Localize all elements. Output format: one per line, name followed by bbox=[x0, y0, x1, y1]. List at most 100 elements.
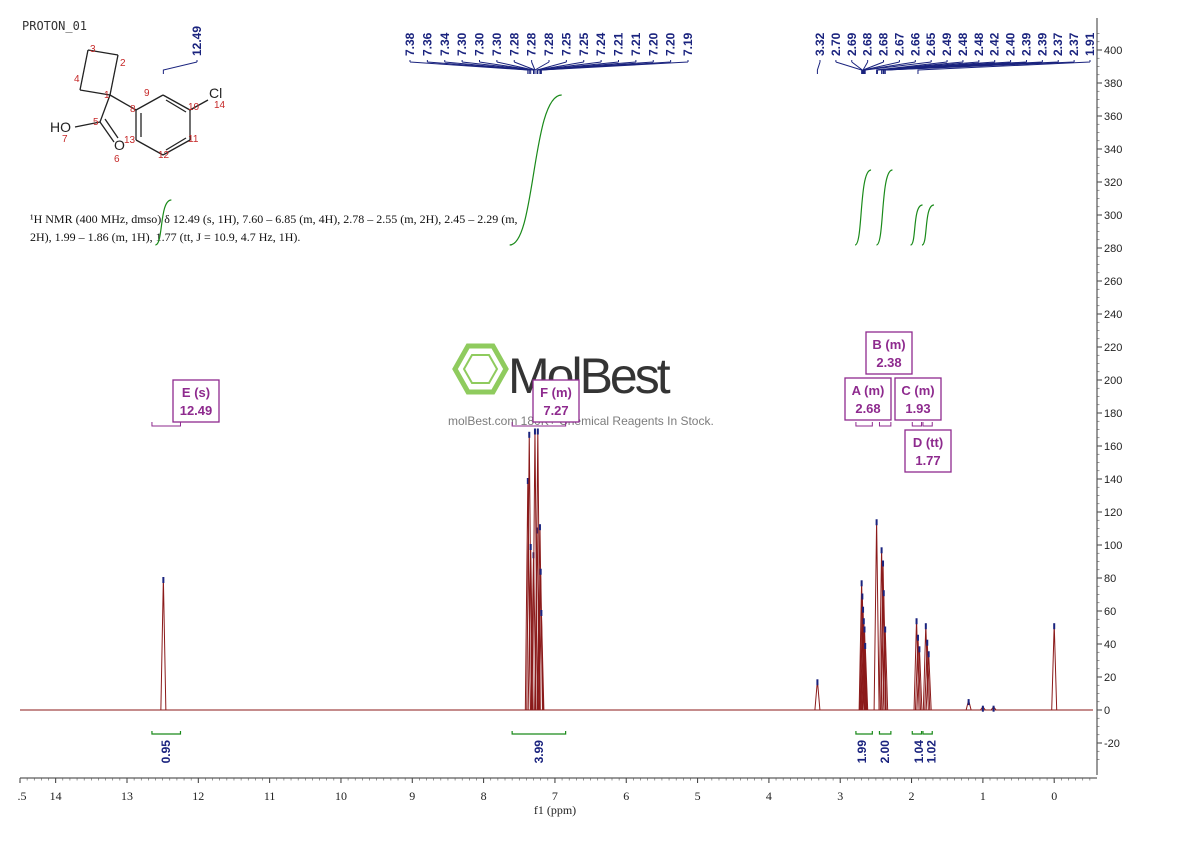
peak-marker bbox=[918, 646, 921, 653]
peak-label-aromatic-label: 7.28 bbox=[542, 32, 556, 56]
peak-label-aliphatic-label: 2.48 bbox=[972, 32, 986, 56]
atom-label: 11 bbox=[188, 134, 199, 145]
atom-label: 1 bbox=[104, 90, 110, 101]
atom-label: 4 bbox=[74, 74, 80, 85]
peak-label-aromatic-line bbox=[540, 60, 689, 74]
integral-curve bbox=[909, 204, 923, 246]
peak-label-aliphatic-label: 2.39 bbox=[1035, 32, 1049, 56]
multiplet-label: B (m) bbox=[872, 337, 905, 352]
y-tick-label: 140 bbox=[1104, 474, 1122, 486]
peak-marker bbox=[1053, 623, 1056, 630]
peak-marker bbox=[533, 428, 536, 435]
peak-marker bbox=[882, 590, 885, 597]
integral-curve bbox=[875, 169, 893, 246]
multiplet-shift: 2.38 bbox=[876, 355, 901, 370]
multiplet-box bbox=[844, 377, 892, 421]
integral-bracket bbox=[511, 731, 567, 735]
y-tick-label: 240 bbox=[1104, 309, 1122, 321]
integral-value: 1.02 bbox=[925, 740, 939, 764]
peak-label-aromatic-label: 7.25 bbox=[559, 32, 573, 56]
peak-marker bbox=[884, 626, 887, 633]
peak-label-aliphatic-line bbox=[864, 60, 932, 74]
multiplet-range bbox=[878, 422, 892, 427]
atom-label: O bbox=[114, 137, 125, 153]
peak-marker bbox=[538, 524, 541, 531]
peak-label-aromatic-label: 7.28 bbox=[507, 32, 521, 56]
multiplet-shift: 7.27 bbox=[543, 403, 568, 418]
x-tick-label: 3 bbox=[837, 789, 843, 803]
peak-label-aromatic-line bbox=[540, 60, 672, 74]
peak-marker bbox=[816, 679, 819, 686]
multiplet-range bbox=[922, 422, 933, 427]
peak-label-aliphatic-label: 2.68 bbox=[877, 32, 891, 56]
integral-bracket bbox=[151, 731, 182, 735]
peak-marker bbox=[863, 626, 866, 633]
y-tick-label: 340 bbox=[1104, 144, 1122, 156]
y-tick-label: 0 bbox=[1104, 705, 1110, 717]
x-tick-label: 8 bbox=[481, 789, 487, 803]
y-tick-label: 300 bbox=[1104, 210, 1122, 222]
peak-label-aliphatic-line bbox=[884, 60, 1075, 74]
nmr-description-line-1: ¹H NMR (400 MHz, dmso) δ 12.49 (s, 1H), … bbox=[30, 212, 518, 226]
x-tick-label: 13 bbox=[121, 789, 133, 803]
peak-label-aliphatic-label: 2.39 bbox=[1019, 32, 1033, 56]
peak-marker bbox=[875, 519, 878, 526]
multiplet-box bbox=[865, 331, 913, 375]
peak-label-aromatic-label: 7.30 bbox=[455, 32, 469, 56]
y-tick-label: 260 bbox=[1104, 276, 1122, 288]
multiplet-range bbox=[151, 422, 181, 427]
axes: .5 14 13 12 11 10 9 8 7 6 5 4 3 2 1 0400380360340320300… bbox=[18, 18, 1122, 803]
y-tick-label: 400 bbox=[1104, 45, 1122, 57]
molecule-structure bbox=[74, 49, 209, 156]
y-tick-label: 120 bbox=[1104, 507, 1122, 519]
x-tick-label: 6 bbox=[623, 789, 629, 803]
peak-label-aromatic-label: 7.38 bbox=[403, 32, 417, 56]
multiplet-range bbox=[511, 422, 567, 427]
peak-marker bbox=[162, 577, 165, 583]
peak-marker bbox=[862, 618, 865, 625]
peak-label-aromatic-label: 7.34 bbox=[438, 32, 452, 56]
peak-label-aliphatic-label: 2.65 bbox=[924, 32, 938, 56]
multiplet-box bbox=[904, 429, 952, 473]
spectrum-peak bbox=[1051, 624, 1058, 711]
y-tick-label: 280 bbox=[1104, 243, 1122, 255]
y-tick-label: 80 bbox=[1104, 573, 1116, 585]
atom-label: 7 bbox=[62, 134, 68, 145]
peak-marker bbox=[536, 428, 539, 435]
y-tick-label: 100 bbox=[1104, 540, 1122, 552]
peak-label-aromatic-label: 7.30 bbox=[473, 32, 487, 56]
peak-marker bbox=[528, 431, 531, 438]
atom-label: 13 bbox=[124, 135, 136, 146]
peak-label-aliphatic-label: 3.32 bbox=[813, 32, 827, 56]
peak-label-aromatic-line bbox=[537, 60, 602, 74]
y-tick-label: 20 bbox=[1104, 672, 1116, 684]
integral-value: 2.00 bbox=[878, 740, 892, 764]
peak-label-aliphatic-line bbox=[882, 60, 1012, 74]
integral-bracket bbox=[855, 731, 873, 735]
peak-label-aliphatic-label: 2.37 bbox=[1067, 32, 1081, 56]
x-tick-label: 9 bbox=[409, 789, 415, 803]
integral-curve bbox=[155, 199, 172, 246]
integrals: 0.95 3.99 1.99 2.00 1.041.02 bbox=[151, 94, 939, 764]
multiplet-label: C (m) bbox=[901, 383, 934, 398]
multiplet-box bbox=[894, 377, 942, 421]
atom-label: 5 bbox=[93, 117, 99, 128]
atom-label: 9 bbox=[144, 88, 150, 99]
atom-label: 6 bbox=[114, 154, 120, 165]
spectrum bbox=[20, 428, 1093, 712]
peak-marker bbox=[529, 544, 532, 550]
peak-label-aliphatic-line bbox=[883, 60, 1043, 74]
x-tick-label: 11 bbox=[264, 789, 276, 803]
nmr-description-line-2: 2H), 1.99 – 1.86 (m, 1H), 1.77 (tt, J = … bbox=[30, 230, 300, 244]
hexagon-logo-icon bbox=[452, 343, 509, 395]
integral-bracket bbox=[922, 731, 933, 735]
y-tick-label: 160 bbox=[1104, 441, 1122, 453]
peak-label-aliphatic-line bbox=[862, 60, 885, 74]
integral-curve bbox=[921, 204, 935, 246]
peak-marker bbox=[864, 643, 867, 649]
peak-marker bbox=[539, 568, 542, 575]
multiplet-box bbox=[172, 379, 220, 423]
watermark: MolBest molBest.com 180K+ Chemical Reage… bbox=[448, 343, 714, 428]
peak-label-aromatic-label: 7.20 bbox=[664, 32, 678, 56]
y-tick-label: 180 bbox=[1104, 408, 1122, 420]
